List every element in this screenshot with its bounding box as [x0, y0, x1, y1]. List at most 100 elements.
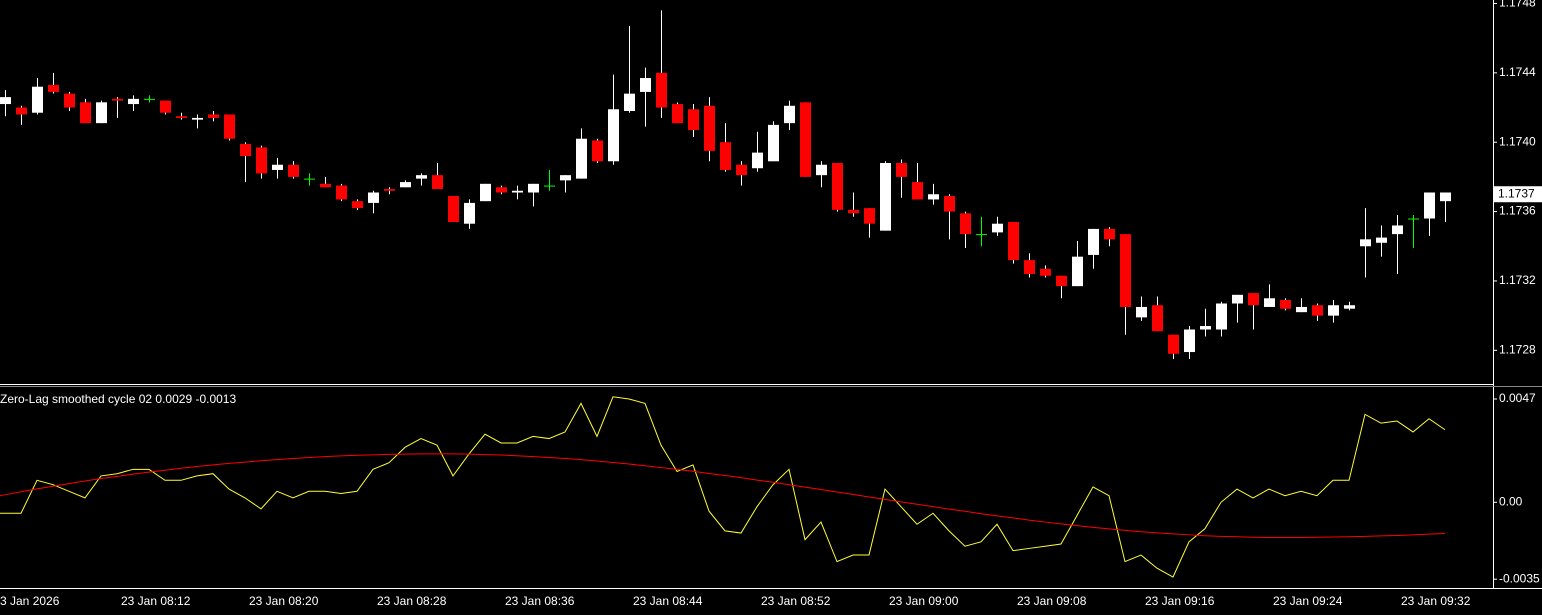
candle-body [928, 194, 939, 200]
candle-body [1296, 306, 1307, 313]
y-tick-label: 1.1748 [1499, 0, 1536, 10]
candle-body [768, 124, 779, 162]
x-tick-label: 23 Jan 09:08 [1017, 594, 1087, 608]
candle-body [1200, 326, 1211, 330]
candle-body [352, 201, 363, 209]
candle-body [1152, 305, 1163, 332]
candle-body [1056, 275, 1067, 287]
candle-body [320, 183, 331, 188]
candle-body [560, 175, 571, 181]
candle-body [1168, 334, 1179, 354]
candle-body [224, 114, 235, 139]
candle-body [640, 78, 651, 92]
candle-body [672, 104, 683, 124]
candle-body [336, 185, 347, 200]
candle-body [1216, 303, 1227, 330]
y-tick-label: 1.1732 [1499, 273, 1536, 287]
price-panel [0, 10, 1451, 359]
x-tick-label: 23 Jan 08:52 [761, 594, 831, 608]
candle-body [1280, 300, 1291, 309]
candle-body [544, 185, 555, 187]
x-tick-label: 23 Jan 09:24 [1273, 594, 1343, 608]
candle-body [1440, 192, 1451, 202]
candle-body [416, 175, 427, 179]
candle-body [960, 213, 971, 235]
y-tick-label: 0.0047 [1499, 391, 1536, 405]
candle-body [1264, 298, 1275, 307]
candle-body [720, 142, 731, 170]
candle-body [448, 195, 459, 222]
candle-body [464, 202, 475, 224]
candle-body [144, 98, 155, 100]
candle-body [512, 190, 523, 193]
candle-body [480, 183, 491, 202]
candle-body [736, 164, 747, 176]
candle-body [608, 109, 619, 162]
candle-body [304, 178, 315, 180]
candle-body [1120, 234, 1131, 307]
x-tick-label: 23 Jan 08:12 [121, 594, 191, 608]
candle-body [48, 84, 59, 92]
y-tick-label: 0.00 [1499, 494, 1523, 508]
candle-body [1328, 305, 1339, 316]
candle-body [1312, 305, 1323, 316]
current-price-label: 1.1737 [1498, 186, 1535, 200]
candle-body [16, 107, 27, 115]
candle-body [64, 93, 75, 108]
candle-body [1184, 329, 1195, 353]
candle-body [624, 93, 635, 111]
x-tick-label: 23 Jan 08:20 [249, 594, 319, 608]
candle-body [176, 116, 187, 118]
candle-body [128, 98, 139, 105]
candle-body [880, 163, 891, 231]
x-tick-label: 23 Jan 09:32 [1401, 594, 1471, 608]
indicator-title: Zero-Lag smoothed cycle 02 0.0029 -0.001… [0, 392, 236, 406]
candle-body [1408, 218, 1419, 220]
candle-body [832, 163, 843, 210]
candle-body [272, 164, 283, 170]
candle-body [1136, 306, 1147, 318]
x-tick-label: 23 Jan 08:28 [377, 594, 447, 608]
candle-body [0, 97, 11, 105]
candle-body [944, 195, 955, 212]
candle-body [816, 164, 827, 176]
candle-body [992, 223, 1003, 233]
candle-body [1088, 228, 1099, 255]
candle-body [288, 164, 299, 177]
candle-body [576, 138, 587, 179]
indicator-line [0, 453, 1446, 538]
candle-body [496, 187, 507, 193]
candle-body [1248, 293, 1259, 306]
candle-body [240, 143, 251, 157]
candle-body [384, 189, 395, 191]
y-tick-label: 1.1740 [1499, 134, 1536, 148]
candle-body [1024, 260, 1035, 275]
candle-body [912, 182, 923, 200]
y-tick-label: 1.1728 [1499, 342, 1536, 356]
y-tick-label: 1.1736 [1499, 204, 1536, 218]
candle-body [848, 209, 859, 214]
candle-body [1424, 192, 1435, 219]
y-tick-label: -0.0035 [1499, 571, 1540, 585]
indicator-line [0, 396, 1446, 578]
candle-body [80, 102, 91, 124]
x-tick-label: 23 Jan 09:16 [1145, 594, 1215, 608]
candle-body [896, 163, 907, 177]
candle-body [1360, 239, 1371, 247]
x-tick-label: 23 Jan 09:00 [889, 594, 959, 608]
candle-body [368, 192, 379, 203]
candle-body [864, 208, 875, 224]
candle-body [1040, 268, 1051, 276]
candle-body [1232, 294, 1243, 304]
candle-body [112, 98, 123, 101]
candle-body [976, 234, 987, 236]
candle-body [432, 175, 443, 190]
candle-body [32, 86, 43, 113]
candle-body [208, 114, 219, 118]
current-price-box [1494, 186, 1542, 203]
candle-body [784, 105, 795, 124]
candle-body [400, 182, 411, 188]
